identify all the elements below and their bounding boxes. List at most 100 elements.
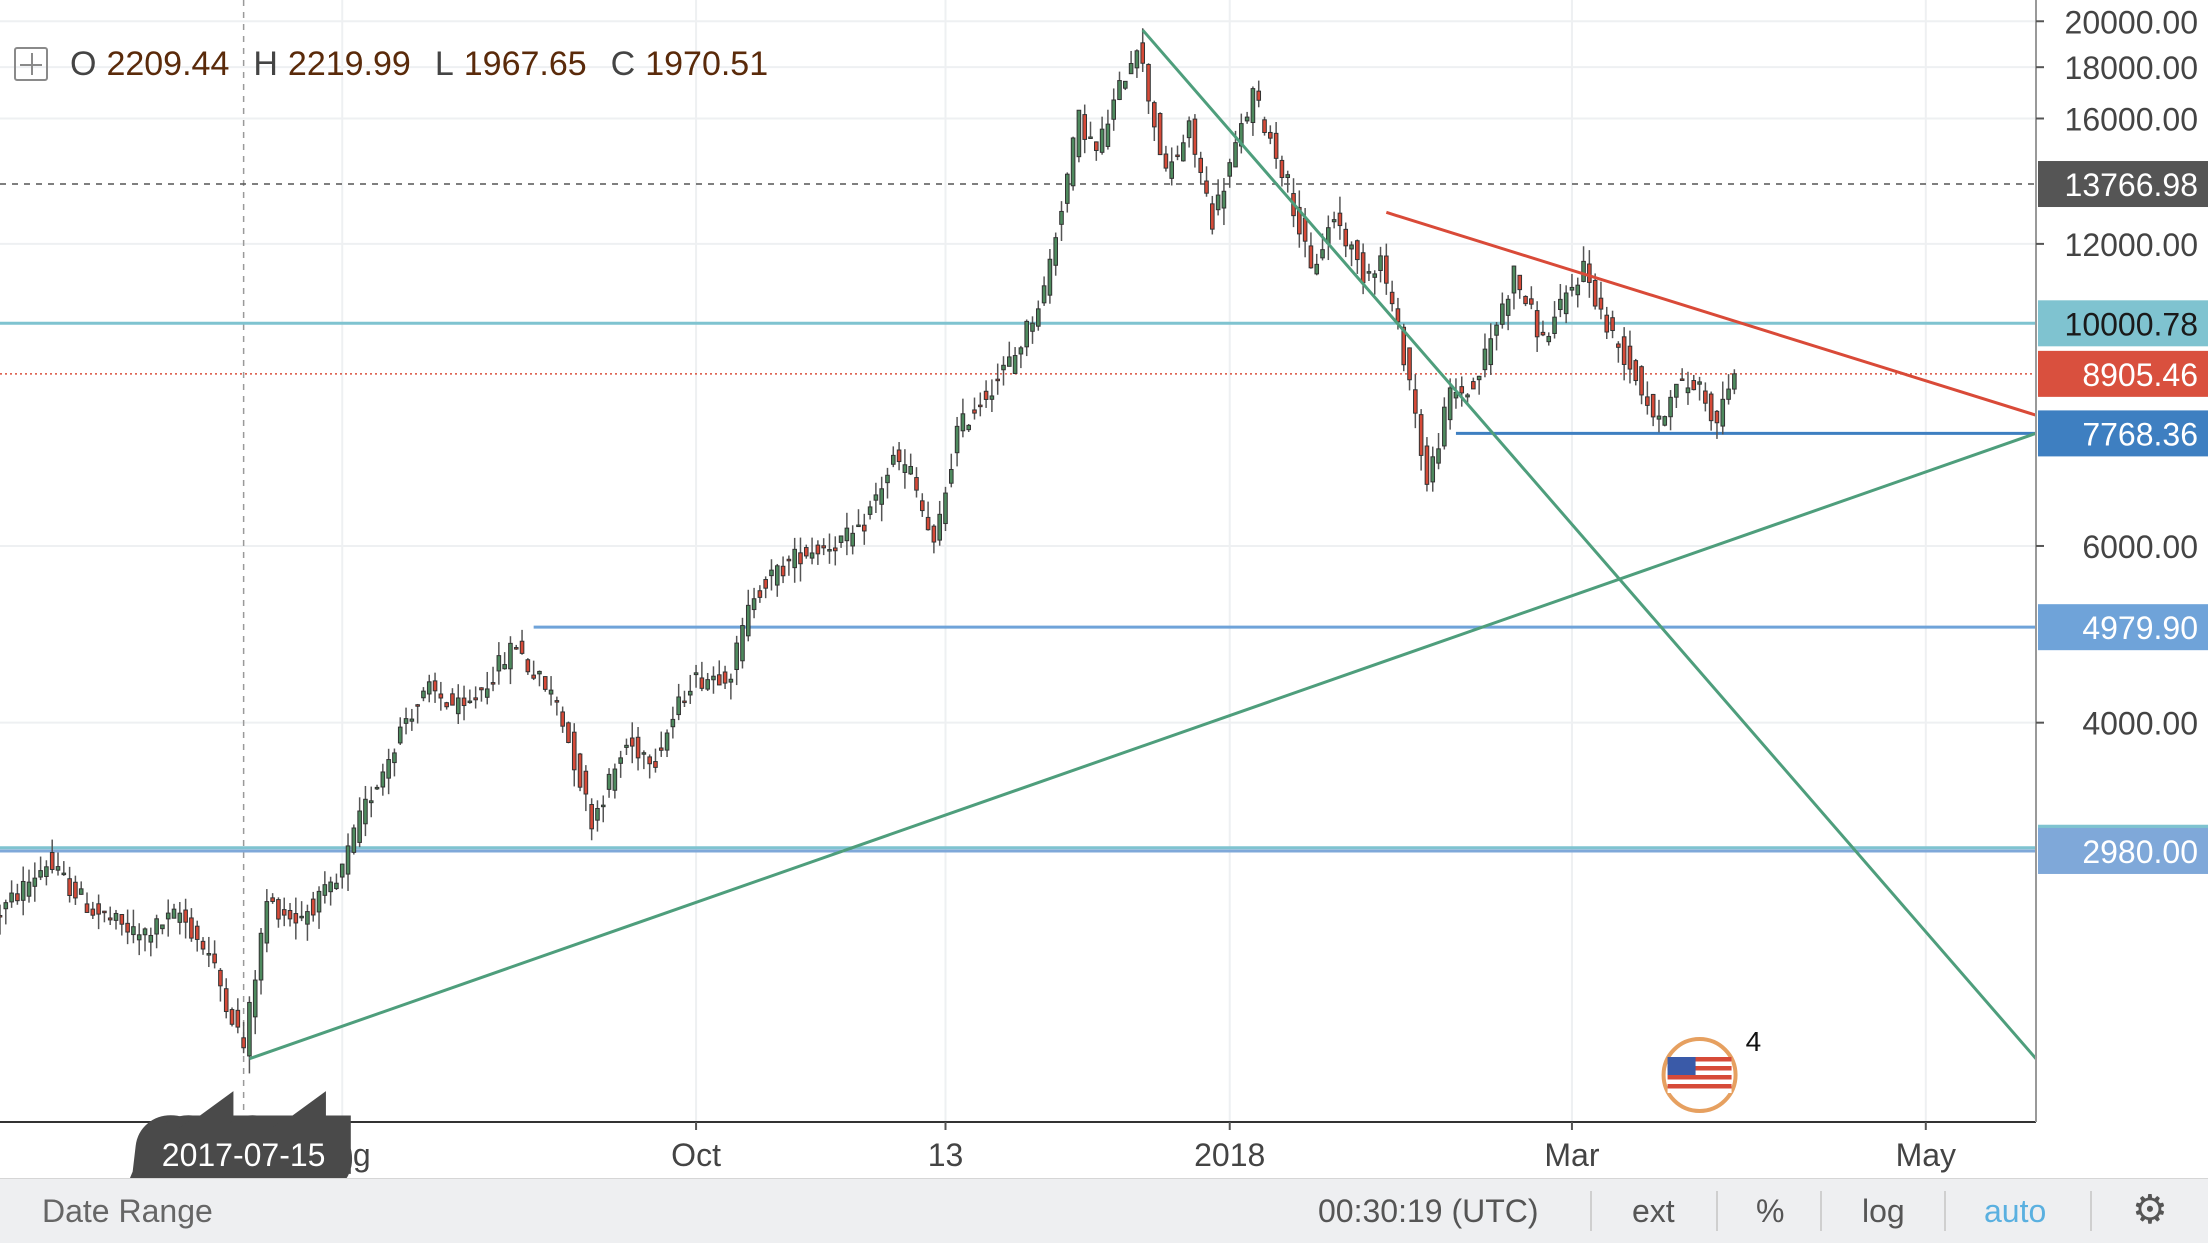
candle-down bbox=[1302, 217, 1308, 242]
ext-button[interactable]: ext bbox=[1632, 1193, 1675, 1229]
auto-button[interactable]: auto bbox=[1984, 1193, 2047, 1229]
candle-down bbox=[223, 988, 229, 1013]
divider bbox=[1716, 1191, 1718, 1231]
candle-down bbox=[647, 756, 652, 765]
candle-down bbox=[577, 753, 583, 788]
candle-up bbox=[1018, 347, 1024, 355]
candle-up bbox=[148, 934, 154, 943]
price-label-box bbox=[2038, 827, 2208, 874]
candle-down bbox=[861, 524, 867, 532]
candle-down bbox=[287, 909, 293, 920]
candle-down bbox=[1708, 393, 1714, 422]
candle-up bbox=[740, 625, 745, 662]
candle-up bbox=[351, 827, 357, 853]
candle-down bbox=[931, 525, 937, 543]
candle-up bbox=[1465, 394, 1470, 398]
candle-up bbox=[1552, 316, 1557, 334]
candle-down bbox=[1633, 360, 1639, 382]
candle-up bbox=[1007, 356, 1012, 367]
candle-down bbox=[276, 899, 281, 920]
candle-down bbox=[896, 449, 902, 463]
candle-up bbox=[142, 928, 148, 936]
price-label-text: 13766.98 bbox=[2065, 167, 2198, 203]
candle-up bbox=[844, 527, 850, 542]
us-flag-icon bbox=[1661, 1037, 1738, 1113]
candle-up bbox=[856, 524, 861, 528]
candle-down bbox=[1639, 366, 1644, 396]
price-label-box bbox=[2038, 300, 2208, 347]
y-tick-label: 6000.00 bbox=[2082, 529, 2198, 565]
candle-up bbox=[1331, 219, 1337, 223]
candle-up bbox=[943, 492, 948, 525]
candle-down bbox=[972, 409, 977, 414]
candle-down bbox=[90, 908, 96, 916]
candle-up bbox=[1041, 285, 1047, 304]
candle-down bbox=[1459, 386, 1465, 394]
price-label-text: 10000.78 bbox=[2065, 306, 2198, 342]
candle-up bbox=[1134, 50, 1140, 69]
candle-up bbox=[809, 552, 815, 559]
candle-down bbox=[699, 677, 705, 689]
candle-up bbox=[1320, 249, 1325, 259]
candle-down bbox=[554, 700, 560, 703]
divider bbox=[2090, 1191, 2092, 1231]
log-button[interactable]: log bbox=[1862, 1193, 1905, 1229]
date-range-button[interactable]: Date Range bbox=[42, 1193, 213, 1229]
candle-up bbox=[1215, 194, 1221, 211]
candle-down bbox=[1650, 393, 1656, 418]
candle-up bbox=[745, 604, 751, 637]
candle-up bbox=[177, 912, 183, 923]
candle-down bbox=[281, 909, 287, 916]
candle-up bbox=[20, 880, 26, 901]
candle-down bbox=[1598, 297, 1604, 310]
candle-up bbox=[1239, 123, 1244, 147]
candle-down bbox=[15, 893, 20, 902]
clock-time: 00:30:19 bbox=[1318, 1193, 1443, 1229]
candle-up bbox=[397, 726, 403, 744]
gear-icon[interactable]: ⚙ bbox=[2132, 1188, 2168, 1232]
candle-down bbox=[1529, 298, 1534, 305]
clock[interactable]: 00:30:19 (UTC) bbox=[1318, 1193, 1539, 1230]
candle-down bbox=[780, 565, 786, 577]
crosshair-date-label: 2017-07-15 bbox=[162, 1137, 326, 1173]
candle-down bbox=[1268, 131, 1273, 139]
candle-up bbox=[403, 718, 409, 724]
candle-up bbox=[879, 488, 884, 505]
candle-up bbox=[1349, 244, 1354, 250]
candle-down bbox=[1175, 154, 1180, 158]
candle-up bbox=[1105, 123, 1111, 147]
candle-up bbox=[548, 689, 554, 695]
price-label-text: 8905.46 bbox=[2082, 357, 2198, 393]
candle-down bbox=[270, 897, 275, 902]
candle-up bbox=[1488, 338, 1494, 366]
x-tick-label: Aug bbox=[314, 1137, 371, 1173]
candle-up bbox=[258, 932, 264, 981]
candle-down bbox=[716, 674, 722, 686]
candle-down bbox=[1517, 274, 1523, 291]
candle-up bbox=[1720, 398, 1726, 427]
candle-down bbox=[815, 544, 821, 555]
candle-down bbox=[1424, 445, 1430, 485]
bottom-toolbar: Date Range 00:30:19 (UTC) ext % log auto… bbox=[0, 1178, 2208, 1243]
candle-down bbox=[531, 674, 536, 679]
percent-button[interactable]: % bbox=[1756, 1193, 1785, 1229]
crosshair-icon[interactable] bbox=[14, 47, 48, 81]
candle-up bbox=[305, 911, 310, 925]
candle-down bbox=[183, 909, 188, 923]
candle-down bbox=[682, 700, 687, 704]
candle-down bbox=[1210, 203, 1215, 230]
price-label: 10000.78 bbox=[2038, 300, 2208, 347]
candle-down bbox=[919, 500, 925, 512]
candle-up bbox=[1227, 162, 1233, 177]
candle-down bbox=[519, 640, 525, 654]
candle-up bbox=[455, 697, 461, 715]
flag-stripe bbox=[1667, 1057, 1732, 1062]
candle-up bbox=[769, 569, 774, 577]
candle-up bbox=[1575, 284, 1581, 296]
low-value: 1967.65 bbox=[463, 44, 587, 83]
candle-down bbox=[1192, 118, 1198, 155]
candle-up bbox=[334, 882, 339, 890]
candle-down bbox=[49, 852, 55, 870]
candle-up bbox=[606, 773, 612, 790]
candle-up bbox=[345, 845, 351, 875]
